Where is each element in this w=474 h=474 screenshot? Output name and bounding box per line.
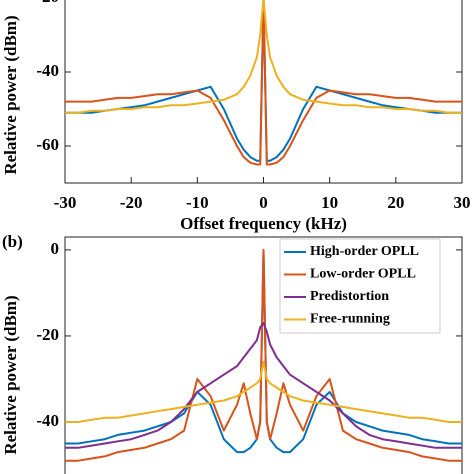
x-tick-label: 20 bbox=[387, 193, 404, 212]
series-line bbox=[65, 0, 462, 114]
series-line bbox=[65, 0, 462, 166]
x-tick-label: -10 bbox=[186, 193, 209, 212]
y-axis-label: Relative power (dBm) bbox=[1, 15, 20, 174]
y-tick-label: -40 bbox=[36, 61, 59, 80]
series-line bbox=[65, 322, 462, 449]
legend: High-order OPLL Low-order OPLL Predistorti… bbox=[279, 238, 441, 334]
x-tick-label: 0 bbox=[259, 193, 268, 212]
series-group bbox=[65, 248, 462, 462]
series-group bbox=[65, 0, 462, 166]
legend-label: Free-running bbox=[310, 312, 390, 327]
legend-label: High-order OPLL bbox=[310, 244, 419, 259]
plot-frame bbox=[64, 236, 463, 474]
series-line bbox=[65, 360, 462, 423]
x-tick-label: -30 bbox=[54, 193, 77, 212]
y-tick-label: -20 bbox=[36, 0, 59, 6]
x-axis-label: Offset frequency (kHz) bbox=[180, 214, 347, 233]
series-line bbox=[65, 0, 462, 162]
x-tick-label: 10 bbox=[321, 193, 338, 212]
legend-box bbox=[279, 238, 441, 334]
legend-label: Predistortion bbox=[310, 289, 389, 304]
y-axis-label: Relative power (dBm) bbox=[1, 295, 20, 454]
y-tick-label: -40 bbox=[36, 411, 59, 430]
y-tick-label: -60 bbox=[36, 135, 59, 154]
y-tick-label: 0 bbox=[51, 239, 60, 258]
y-tick-label: -20 bbox=[36, 325, 59, 344]
legend-label: Low-order OPLL bbox=[310, 267, 416, 282]
series-line bbox=[65, 248, 462, 462]
x-tick-label: -20 bbox=[120, 193, 143, 212]
panel-label: (b) bbox=[2, 232, 23, 251]
x-tick-label: 30 bbox=[454, 193, 471, 212]
